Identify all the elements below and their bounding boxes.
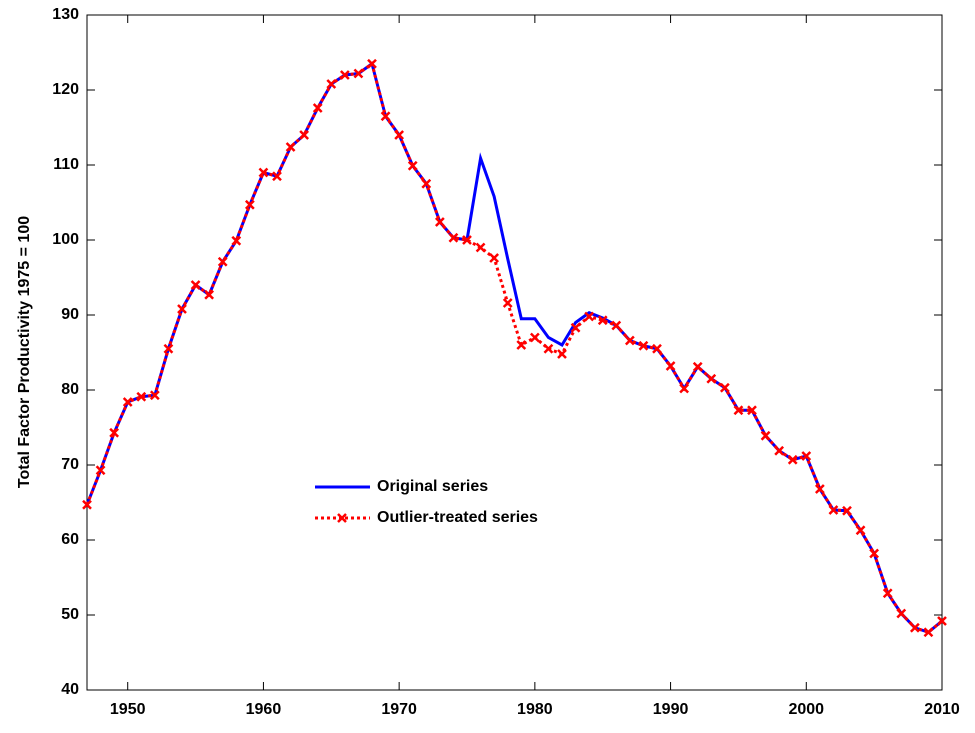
point-marker (231, 235, 242, 246)
plot-area (86, 14, 943, 691)
point-marker (624, 335, 635, 346)
point-marker (149, 390, 160, 401)
point-marker (801, 451, 812, 461)
point-marker (882, 588, 893, 599)
point-marker (502, 298, 513, 308)
point-marker (855, 525, 866, 536)
point-marker (760, 430, 771, 441)
point-marker (190, 280, 201, 290)
point-marker (475, 242, 486, 253)
point-marker (909, 622, 920, 633)
point-marker (584, 311, 595, 322)
y-tick-label: 120 (52, 81, 79, 98)
point-marker (543, 343, 554, 354)
point-marker (122, 397, 133, 407)
point-marker (557, 349, 567, 359)
point-marker (923, 627, 934, 638)
y-axis-label: Total Factor Productivity 1975 = 100 (16, 216, 33, 488)
point-marker (869, 548, 880, 559)
y-tick-label: 90 (61, 306, 79, 323)
point-marker (177, 304, 187, 314)
y-tick-label: 100 (52, 231, 79, 248)
x-tick-label: 1960 (246, 701, 282, 718)
point-marker (407, 160, 418, 171)
point-marker (570, 322, 581, 333)
y-tick-label: 40 (61, 681, 79, 698)
point-marker (299, 130, 310, 140)
y-tick-label: 50 (61, 606, 79, 623)
y-tick-label: 60 (61, 531, 79, 548)
point-marker (692, 361, 703, 372)
point-marker (679, 383, 690, 394)
point-marker (719, 382, 730, 393)
x-tick-label: 1990 (653, 701, 689, 718)
point-marker (638, 340, 649, 351)
legend-marker (337, 513, 347, 523)
y-tick-label: 80 (61, 381, 79, 398)
point-marker (163, 343, 174, 354)
point-marker (937, 616, 947, 626)
point-marker (136, 391, 147, 402)
x-tick-label: 1980 (517, 701, 553, 718)
point-marker (652, 343, 662, 354)
point-marker (774, 445, 785, 456)
point-marker (597, 315, 608, 326)
point-marker (367, 58, 377, 69)
point-marker (434, 217, 445, 227)
point-marker (842, 505, 852, 516)
point-marker (217, 256, 228, 267)
point-marker (489, 253, 500, 263)
point-marker (109, 427, 120, 438)
point-marker (285, 142, 296, 152)
x-tick-label: 2000 (788, 701, 824, 718)
point-marker (339, 70, 350, 80)
point-marker (814, 484, 825, 494)
point-marker (82, 499, 92, 510)
point-marker (462, 235, 472, 245)
point-marker (706, 373, 717, 384)
point-marker (272, 171, 282, 182)
x-tick-label: 1950 (110, 701, 146, 718)
y-tick-label: 130 (52, 6, 79, 23)
point-marker (353, 68, 364, 79)
point-marker (787, 454, 798, 465)
point-marker (312, 103, 323, 113)
point-marker (394, 130, 405, 140)
point-marker (244, 199, 255, 210)
point-marker (95, 465, 106, 476)
legend-label: Original series (377, 478, 488, 495)
legend-label: Outlier-treated series (377, 509, 538, 526)
point-marker (896, 608, 907, 619)
point-marker (326, 79, 337, 89)
point-marker (448, 232, 459, 243)
point-marker (204, 289, 215, 300)
series-line (85, 61, 943, 634)
point-marker (611, 320, 622, 331)
point-marker (665, 361, 676, 371)
y-tick-label: 110 (53, 156, 79, 173)
x-tick-label: 2010 (924, 701, 960, 718)
point-marker (516, 340, 527, 350)
point-marker (258, 167, 269, 178)
point-marker (733, 405, 744, 416)
y-tick-label: 70 (61, 456, 79, 473)
point-marker (380, 111, 391, 122)
point-marker (828, 505, 839, 515)
x-tick-label: 1970 (381, 701, 417, 718)
point-marker (747, 405, 757, 416)
point-marker (421, 178, 432, 189)
point-marker (529, 332, 540, 343)
